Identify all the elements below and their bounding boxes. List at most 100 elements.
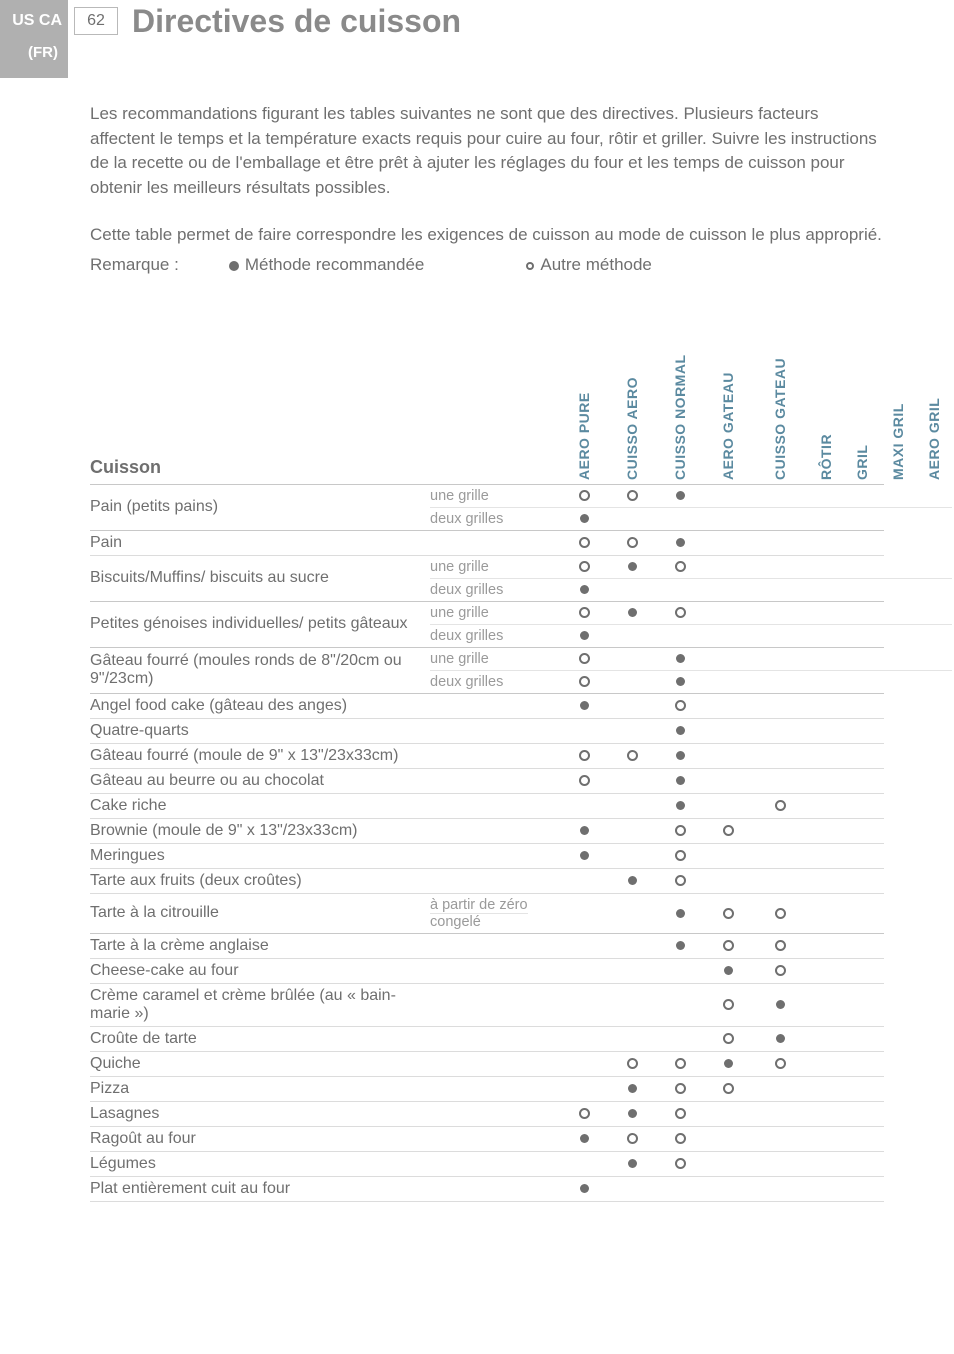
intro-paragraph-2: Cette table permet de faire correspondre… xyxy=(90,223,884,278)
row-label: Gâteau fourré (moule de 9" x 13"/23x33cm… xyxy=(90,744,430,768)
matrix-cell xyxy=(608,869,656,893)
matrix-cell xyxy=(608,485,656,507)
matrix-cell xyxy=(844,648,880,670)
column-header: RÔTIR xyxy=(808,304,844,484)
row-label: Pain (petits pains) xyxy=(90,485,430,530)
matrix-cell xyxy=(844,671,880,693)
matrix-cell xyxy=(752,531,808,555)
matrix-cell xyxy=(916,1102,952,1126)
matrix-cell xyxy=(560,1177,608,1201)
matrix-cell xyxy=(844,819,880,843)
matrix-cell xyxy=(880,579,916,601)
subhead-spacer xyxy=(430,1177,560,1201)
matrix-cell xyxy=(916,531,952,555)
matrix-cell xyxy=(880,556,916,578)
remarque-label: Remarque : xyxy=(90,253,179,278)
matrix-cell xyxy=(560,556,608,578)
matrix-cell xyxy=(608,579,656,601)
matrix-cell xyxy=(808,625,844,647)
subhead-label: deux grilles xyxy=(430,671,560,693)
matrix-cell xyxy=(560,694,608,718)
table-row: Pizza xyxy=(90,1077,884,1102)
legend-dot-filled-icon xyxy=(229,261,239,271)
matrix-cell xyxy=(656,984,704,1026)
matrix-cell xyxy=(656,869,704,893)
matrix-cell xyxy=(752,671,808,693)
matrix-cell xyxy=(608,1127,656,1151)
matrix-cell xyxy=(704,769,752,793)
table-row: Cheese-cake au four xyxy=(90,959,884,984)
subhead-spacer xyxy=(430,1027,560,1051)
matrix-cell xyxy=(704,579,752,601)
matrix-cell xyxy=(916,959,952,983)
row-label: Biscuits/Muffins/ biscuits au sucre xyxy=(90,556,430,601)
matrix-cell xyxy=(656,579,704,601)
matrix-cell xyxy=(752,844,808,868)
table-row: Biscuits/Muffins/ biscuits au sucreune g… xyxy=(90,556,884,602)
matrix-cell xyxy=(808,769,844,793)
matrix-cell xyxy=(844,485,880,507)
matrix-cell xyxy=(844,1102,880,1126)
matrix-cell xyxy=(560,1102,608,1126)
matrix-cell xyxy=(808,648,844,670)
subhead-label: une grille xyxy=(430,602,560,624)
page-number-box: 62 xyxy=(74,7,118,35)
column-header: AERO GRIL xyxy=(916,304,952,484)
matrix-cell xyxy=(880,1027,916,1051)
matrix-cell xyxy=(752,602,808,624)
matrix-cell xyxy=(752,556,808,578)
matrix-cell xyxy=(880,869,916,893)
matrix-cell xyxy=(844,934,880,958)
matrix-cell xyxy=(844,844,880,868)
matrix-cell xyxy=(560,844,608,868)
matrix-cell xyxy=(808,869,844,893)
matrix-cell xyxy=(704,819,752,843)
matrix-cell xyxy=(656,794,704,818)
table-row: Croûte de tarte xyxy=(90,1027,884,1052)
matrix-cell xyxy=(808,844,844,868)
subhead-spacer xyxy=(430,531,560,555)
column-header: AERO PURE xyxy=(560,304,608,484)
matrix-cell xyxy=(560,959,608,983)
matrix-cell xyxy=(704,959,752,983)
matrix-cell xyxy=(808,1027,844,1051)
matrix-cell xyxy=(808,1052,844,1076)
matrix-cell xyxy=(608,719,656,743)
matrix-cell xyxy=(560,794,608,818)
matrix-cell xyxy=(608,794,656,818)
matrix-cell xyxy=(916,794,952,818)
matrix-cell xyxy=(704,1177,752,1201)
matrix-cell xyxy=(916,671,952,693)
matrix-cell xyxy=(880,934,916,958)
matrix-cell xyxy=(656,531,704,555)
matrix-cell xyxy=(752,1077,808,1101)
matrix-cell xyxy=(844,744,880,768)
matrix-cell xyxy=(656,719,704,743)
matrix-cell xyxy=(808,1152,844,1176)
matrix-cell xyxy=(704,794,752,818)
matrix-cell xyxy=(656,769,704,793)
matrix-cell xyxy=(704,894,752,933)
matrix-cell xyxy=(880,671,916,693)
table-row: Pain xyxy=(90,531,884,556)
matrix-cell xyxy=(880,508,916,530)
matrix-cell xyxy=(916,894,952,933)
matrix-cell xyxy=(608,1177,656,1201)
matrix-cell xyxy=(656,934,704,958)
matrix-cell xyxy=(656,959,704,983)
matrix-cell xyxy=(808,531,844,555)
matrix-cell xyxy=(752,579,808,601)
subhead-label: congelé xyxy=(430,914,481,930)
row-label: Gâteau au beurre ou au chocolat xyxy=(90,769,430,793)
matrix-cell xyxy=(844,1052,880,1076)
row-label: Brownie (moule de 9" x 13"/23x33cm) xyxy=(90,819,430,843)
matrix-cell xyxy=(704,844,752,868)
subhead-spacer xyxy=(430,844,560,868)
matrix-cell xyxy=(608,694,656,718)
matrix-cell xyxy=(608,844,656,868)
matrix-cell xyxy=(880,894,916,933)
table-row: Brownie (moule de 9" x 13"/23x33cm) xyxy=(90,819,884,844)
column-header: AERO GATEAU xyxy=(704,304,752,484)
matrix-cell xyxy=(844,719,880,743)
matrix-cell xyxy=(656,744,704,768)
